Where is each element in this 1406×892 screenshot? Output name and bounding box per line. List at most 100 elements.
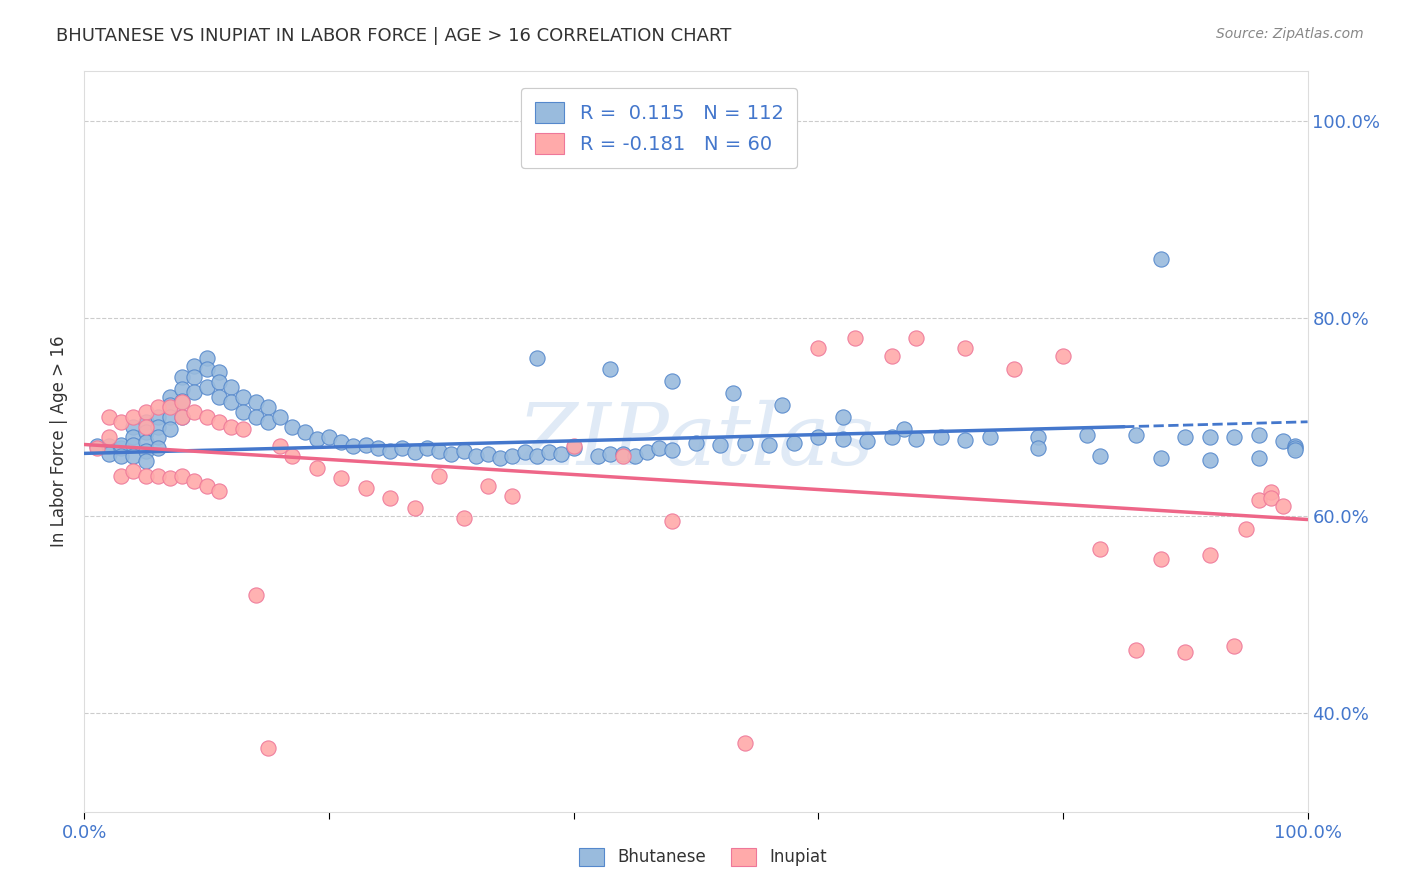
Point: [159, 390, 181, 404]
Point: [195, 479, 218, 493]
Point: [159, 398, 181, 412]
Point: [86, 442, 108, 456]
Y-axis label: In Labor Force | Age > 16: In Labor Force | Age > 16: [51, 335, 69, 548]
Point: [489, 451, 512, 466]
Point: [1174, 429, 1197, 443]
Point: [159, 400, 181, 414]
Point: [159, 409, 181, 424]
Point: [1284, 442, 1306, 456]
Point: [195, 380, 218, 394]
Point: [257, 415, 280, 429]
Point: [195, 409, 218, 424]
Point: [135, 419, 157, 434]
Point: [1150, 451, 1173, 466]
Point: [208, 483, 231, 498]
Point: [734, 435, 756, 450]
Point: [135, 425, 157, 439]
Point: [1125, 427, 1147, 442]
Legend: R =  0.115   N = 112, R = -0.181   N = 60: R = 0.115 N = 112, R = -0.181 N = 60: [522, 88, 797, 168]
Point: [183, 385, 205, 400]
Point: [183, 370, 205, 384]
Point: [807, 429, 830, 443]
Point: [195, 362, 218, 376]
Point: [721, 386, 744, 401]
Point: [172, 409, 194, 424]
Point: [1002, 362, 1025, 376]
Point: [661, 514, 683, 528]
Point: [245, 395, 267, 409]
Point: [1028, 429, 1050, 443]
Point: [1247, 492, 1270, 507]
Point: [135, 415, 157, 429]
Point: [856, 434, 879, 448]
Point: [294, 425, 316, 439]
Point: [122, 437, 145, 451]
Point: [269, 409, 291, 424]
Point: [269, 440, 291, 454]
Point: [146, 409, 169, 424]
Point: [135, 469, 157, 483]
Point: [1223, 429, 1246, 443]
Point: [1198, 429, 1220, 443]
Point: [550, 447, 572, 461]
Point: [219, 419, 242, 434]
Point: [172, 395, 194, 409]
Point: [453, 510, 475, 524]
Point: [661, 374, 683, 388]
Point: [135, 405, 157, 419]
Point: [232, 405, 254, 419]
Point: [354, 481, 377, 495]
Point: [513, 445, 536, 459]
Point: [844, 331, 866, 345]
Text: BHUTANESE VS INUPIAT IN LABOR FORCE | AGE > 16 CORRELATION CHART: BHUTANESE VS INUPIAT IN LABOR FORCE | AG…: [56, 27, 731, 45]
Point: [440, 447, 463, 461]
Point: [135, 434, 157, 449]
Point: [526, 450, 548, 464]
Point: [1247, 451, 1270, 466]
Point: [380, 491, 402, 505]
Point: [1284, 443, 1306, 458]
Point: [122, 429, 145, 443]
Point: [183, 405, 205, 419]
Point: [305, 432, 328, 446]
Point: [427, 444, 450, 458]
Point: [219, 380, 242, 394]
Point: [953, 433, 976, 447]
Point: [172, 394, 194, 409]
Point: [427, 469, 450, 483]
Point: [538, 445, 561, 459]
Point: [783, 435, 806, 450]
Point: [135, 444, 157, 458]
Text: Source: ZipAtlas.com: Source: ZipAtlas.com: [1216, 27, 1364, 41]
Point: [122, 409, 145, 424]
Point: [1052, 349, 1074, 363]
Point: [1272, 499, 1295, 513]
Point: [648, 442, 671, 456]
Point: [1088, 450, 1111, 464]
Point: [586, 450, 609, 464]
Point: [172, 382, 194, 396]
Point: [367, 442, 389, 456]
Point: [893, 422, 915, 436]
Point: [97, 440, 120, 454]
Point: [807, 341, 830, 355]
Point: [257, 740, 280, 755]
Point: [502, 450, 524, 464]
Point: [110, 415, 132, 429]
Point: [318, 429, 340, 443]
Point: [1198, 548, 1220, 562]
Legend: Bhutanese, Inupiat: Bhutanese, Inupiat: [571, 839, 835, 875]
Point: [97, 429, 120, 443]
Point: [453, 444, 475, 458]
Point: [1272, 434, 1295, 448]
Point: [905, 432, 928, 446]
Point: [97, 409, 120, 424]
Point: [183, 359, 205, 373]
Point: [1260, 484, 1282, 499]
Point: [1260, 491, 1282, 505]
Point: [219, 395, 242, 409]
Point: [391, 442, 413, 456]
Point: [110, 469, 132, 483]
Point: [135, 454, 157, 468]
Point: [208, 390, 231, 404]
